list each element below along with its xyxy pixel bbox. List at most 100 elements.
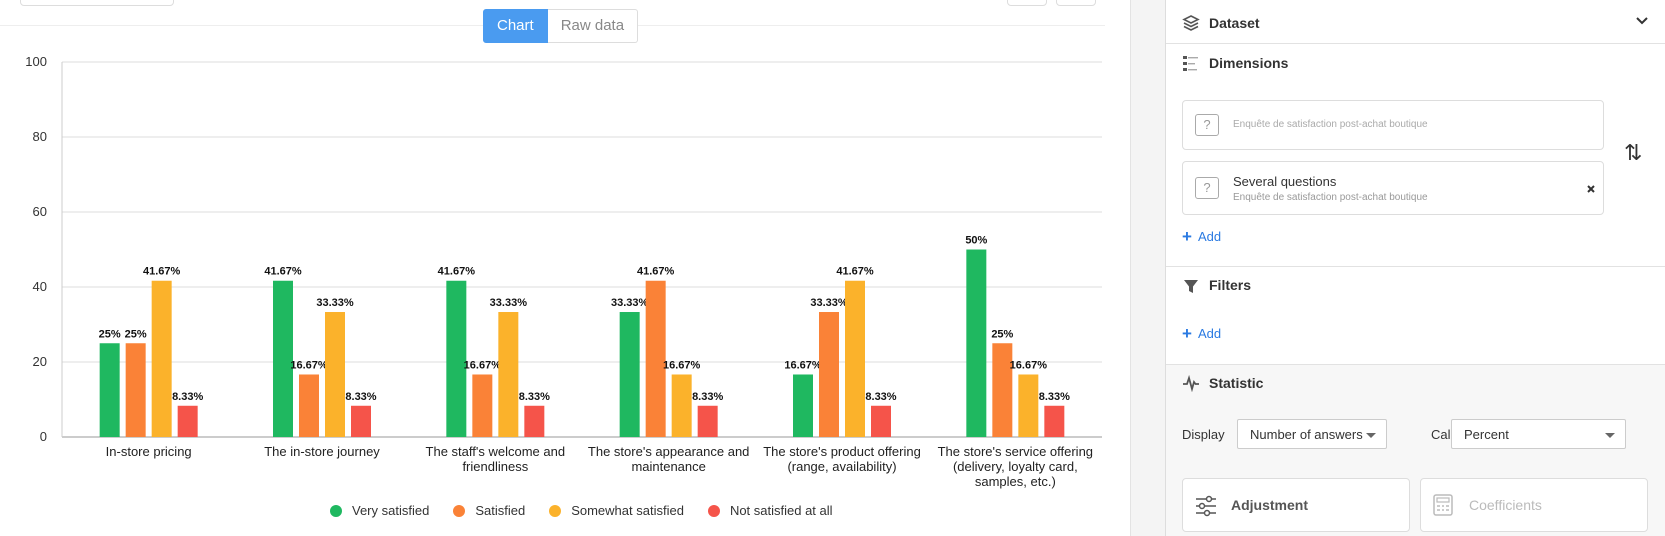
legend-dot	[330, 504, 342, 517]
data-label: 41.67%	[143, 266, 181, 278]
close-icon[interactable]	[1586, 184, 1596, 194]
legend-label: Not satisfied at all	[729, 503, 833, 518]
dimension-title: Several questions	[1233, 174, 1337, 189]
data-label: 33.33%	[316, 297, 354, 309]
bar	[498, 312, 519, 437]
bar	[351, 405, 371, 437]
filter-icon	[1184, 280, 1198, 293]
plus-icon: +	[1182, 227, 1192, 246]
display-value: Number of answers	[1250, 427, 1363, 442]
top-left-control[interactable]	[20, 0, 174, 6]
add-filter-button[interactable]: + Add	[1182, 324, 1221, 344]
dimension-subtitle: Enquête de satisfaction post-achat bouti…	[1233, 192, 1428, 203]
chevron-down-icon[interactable]	[1635, 16, 1649, 26]
data-label: 41.67%	[836, 266, 874, 278]
raw-data-tab[interactable]: Raw data	[547, 9, 639, 43]
bar	[697, 405, 718, 437]
data-label: 16.67%	[1010, 359, 1048, 371]
legend-dot	[549, 504, 562, 517]
bar	[619, 312, 640, 437]
y-tick-label: 20	[33, 354, 47, 369]
question-icon: ?	[1195, 177, 1219, 199]
data-label: 33.33%	[490, 297, 528, 309]
data-label: 41.67%	[637, 266, 675, 278]
data-label: 25%	[99, 328, 121, 340]
bar	[446, 280, 467, 437]
legend-dot	[453, 504, 466, 517]
panel-gutter	[1130, 0, 1166, 536]
dimension-slot-empty[interactable]: ? Enquête de satisfaction post-achat bou…	[1182, 100, 1604, 150]
bar	[793, 374, 813, 437]
legend-label: Somewhat satisfied	[571, 503, 684, 518]
add-dimension-button[interactable]: + Add	[1182, 227, 1221, 247]
add-label: Add	[1197, 229, 1222, 244]
x-tick-label: friendliness	[462, 459, 528, 474]
bar	[99, 343, 120, 437]
filters-title: Filters	[1209, 277, 1252, 293]
view-toggle: Chart Raw data	[483, 9, 639, 43]
bar	[845, 280, 865, 437]
bar	[177, 405, 198, 437]
settings-panel: Dataset Dimensions ? Enquête de satisfac…	[1165, 0, 1665, 536]
y-tick-label: 40	[33, 279, 47, 294]
layers-icon	[1182, 15, 1200, 31]
data-label: 25%	[991, 328, 1013, 340]
legend-item-somewhat-satisfied[interactable]: Somewhat satisfied	[549, 503, 684, 518]
data-label: 8.33%	[345, 391, 376, 403]
bar	[1044, 405, 1065, 437]
data-label: 16.67%	[663, 359, 701, 371]
x-tick-label: The staff's welcome and	[426, 444, 566, 459]
data-label: 8.33%	[692, 391, 723, 403]
x-tick-label: (delivery, loyalty card,	[953, 459, 1078, 474]
data-label: 33.33%	[810, 297, 848, 309]
coefficients-button[interactable]: Coefficients	[1420, 478, 1648, 532]
bar	[524, 405, 545, 437]
dimensions-icon	[1183, 56, 1198, 71]
data-label: 16.67%	[290, 359, 328, 371]
data-label: 8.33%	[1039, 391, 1070, 403]
adjustment-button[interactable]: Adjustment	[1182, 478, 1410, 532]
data-label: 8.33%	[172, 391, 203, 403]
bar	[273, 280, 293, 437]
chart-area: Chart Raw data 0 20 40 60 80 100 25% 25% 41.67% 8…	[0, 0, 1130, 536]
divider	[1166, 266, 1665, 267]
calcul-select[interactable]: Percent	[1451, 419, 1626, 449]
pulse-icon	[1183, 374, 1199, 392]
legend-label: Very satisfied	[352, 503, 430, 518]
swap-icon[interactable]: ⇅	[1624, 140, 1643, 165]
x-tick-label: (range, availability)	[787, 459, 896, 474]
question-icon: ?	[1195, 114, 1219, 136]
legend-item-satisfied[interactable]: Satisfied	[453, 503, 525, 518]
legend: Very satisfied Satisfied Somewhat satisf…	[330, 503, 857, 518]
display-select[interactable]: Number of answers	[1237, 419, 1387, 449]
dimensions-title: Dimensions	[1209, 55, 1289, 71]
bar	[1018, 374, 1039, 437]
data-label: 16.67%	[784, 359, 822, 371]
y-tick-label: 100	[25, 54, 47, 69]
display-label: Display	[1182, 427, 1225, 442]
y-tick-label: 80	[33, 129, 47, 144]
bar	[671, 374, 692, 437]
x-tick-label: The store's service offering	[938, 444, 1093, 459]
dimension-slot-questions[interactable]: ? Several questions Enquête de satisfact…	[1182, 161, 1604, 215]
dataset-title[interactable]: Dataset	[1209, 15, 1260, 31]
y-tick-label: 60	[33, 204, 47, 219]
data-label: 16.67%	[464, 359, 502, 371]
legend-item-not-satisfied[interactable]: Not satisfied at all	[707, 503, 833, 518]
adjustment-label: Adjustment	[1231, 497, 1308, 513]
top-action-button-1[interactable]	[1007, 0, 1047, 6]
x-tick-label: maintenance	[631, 459, 705, 474]
legend-item-very-satisfied[interactable]: Very satisfied	[330, 503, 429, 518]
chart-tab[interactable]: Chart	[483, 9, 548, 43]
x-tick-label: The in-store journey	[264, 444, 380, 459]
statistic-title: Statistic	[1209, 375, 1264, 391]
x-tick-label: In-store pricing	[106, 444, 192, 459]
add-label: Add	[1197, 326, 1222, 341]
caret-down-icon	[1366, 433, 1376, 438]
legend-label: Satisfied	[475, 503, 526, 518]
bar	[325, 312, 345, 437]
caret-down-icon	[1605, 433, 1615, 438]
top-action-button-2[interactable]	[1056, 0, 1096, 6]
calculator-icon	[1433, 494, 1453, 516]
bar-chart: 0 20 40 60 80 100 25% 25% 41.67% 8.33% In-store pr…	[25, 54, 1102, 489]
